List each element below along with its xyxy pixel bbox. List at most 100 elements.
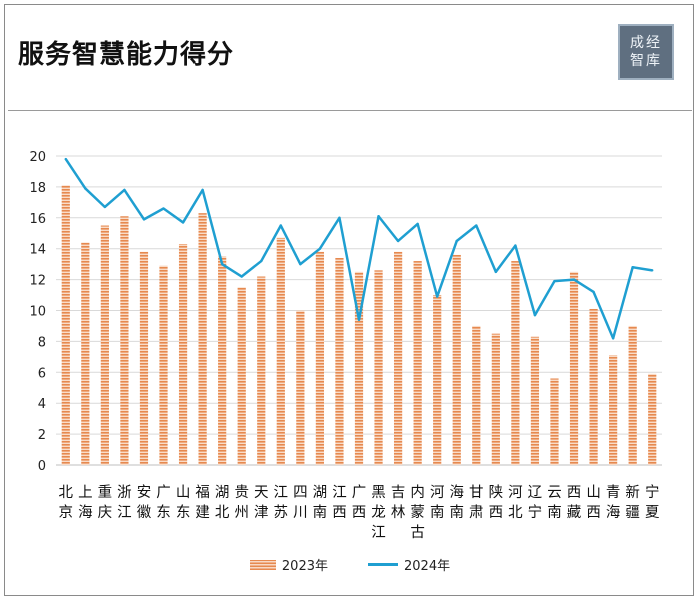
- point-2024: [572, 278, 576, 281]
- point-2024: [475, 224, 478, 227]
- y-tick-label: 12: [29, 274, 46, 289]
- point-2024: [279, 224, 283, 227]
- bar-2023: [100, 225, 109, 465]
- point-2024: [142, 218, 146, 221]
- point-2024: [631, 266, 634, 269]
- y-tick-label: 8: [38, 335, 46, 350]
- x-tick-label: 贵州: [234, 484, 249, 521]
- point-2024: [64, 157, 67, 161]
- bar-2023: [198, 213, 207, 465]
- logo-seal: 成经 智库: [618, 24, 674, 80]
- point-2024: [84, 187, 87, 190]
- bar-2023: [491, 333, 500, 465]
- bar-2023: [218, 256, 227, 465]
- y-tick-label: 0: [38, 459, 46, 474]
- point-2024: [260, 259, 263, 263]
- point-2024: [416, 222, 419, 226]
- x-tick-label: 湖北: [215, 484, 230, 521]
- x-tick-label: 广东: [156, 484, 171, 521]
- x-tick-label: 海南: [449, 484, 464, 521]
- x-tick-label: 广西: [352, 484, 367, 521]
- x-tick-label: 甘肃: [469, 484, 484, 521]
- point-2024: [377, 215, 380, 218]
- bar-2023: [81, 242, 90, 465]
- bar-2023: [257, 276, 266, 465]
- x-tick-label: 天津: [254, 485, 269, 521]
- x-tick-label: 新疆: [625, 484, 640, 521]
- point-2024: [123, 188, 126, 192]
- point-2024: [553, 279, 556, 283]
- y-tick-label: 10: [29, 305, 46, 320]
- point-2024: [455, 239, 458, 243]
- x-tick-label: 河南: [430, 484, 445, 521]
- point-2024: [357, 318, 361, 321]
- x-tick-label: 西藏: [567, 485, 582, 521]
- point-2024: [338, 216, 341, 219]
- bar-2023: [159, 265, 168, 465]
- point-2024: [494, 270, 498, 274]
- x-tick-label: 宁夏: [645, 484, 660, 521]
- title-divider: [8, 110, 692, 111]
- y-tick-label: 2: [38, 428, 46, 443]
- point-2024: [651, 269, 654, 272]
- x-tick-label: 河北: [508, 484, 523, 521]
- x-tick-label: 浙江: [117, 484, 132, 521]
- bar-2023: [120, 216, 129, 465]
- bar-2023: [335, 257, 344, 465]
- bar-2023: [472, 325, 481, 465]
- x-tick-label: 江苏: [274, 484, 289, 521]
- point-2024: [181, 221, 185, 224]
- x-tick-label: 青海: [606, 484, 621, 521]
- x-tick-label: 江西: [332, 484, 347, 521]
- bar-2023: [413, 261, 422, 465]
- chart-title: 服务智慧能力得分: [18, 40, 235, 70]
- y-tick-label: 4: [38, 397, 46, 412]
- bar-2023: [530, 336, 540, 465]
- x-tick-label: 内蒙古: [410, 484, 425, 541]
- point-2024: [201, 188, 204, 192]
- logo-line1: 成经: [630, 35, 662, 51]
- x-tick-label: 重庆: [98, 484, 113, 521]
- x-tick-label: 辽宁: [528, 484, 543, 521]
- x-tick-label: 黑龙江: [371, 485, 386, 541]
- x-tick-label: 四川: [293, 485, 308, 521]
- bar-2023: [374, 270, 383, 465]
- x-tick-label: 山东: [176, 484, 191, 521]
- point-2024: [514, 244, 517, 247]
- legend-swatch-bar: [249, 559, 276, 570]
- y-tick-label: 14: [29, 243, 46, 258]
- x-tick-label: 吉林: [391, 484, 406, 521]
- legend-swatch-line: [368, 563, 398, 566]
- logo-line2: 智库: [630, 53, 662, 69]
- bar-2023: [178, 244, 188, 465]
- bar-2023: [511, 261, 520, 465]
- bar-2023: [628, 325, 637, 465]
- point-2024: [240, 275, 243, 278]
- x-tick-label: 湖南: [313, 484, 328, 521]
- legend-item-2023: 2023年: [249, 555, 328, 574]
- bar-2023: [276, 237, 285, 465]
- x-tick-label: 安徽: [137, 484, 152, 521]
- x-tick-label: 福建: [195, 484, 210, 521]
- bar-2023: [589, 308, 598, 465]
- x-tick-label: 上海: [78, 484, 93, 521]
- bar-2023: [648, 373, 657, 465]
- x-tick-label: 北京: [59, 484, 74, 521]
- x-tick-label: 山西: [586, 484, 601, 521]
- legend-label-2023: 2023年: [281, 559, 328, 574]
- point-2024: [162, 207, 165, 210]
- point-2024: [396, 239, 400, 243]
- point-2024: [611, 337, 615, 340]
- x-tick-label: 陕西: [489, 484, 504, 521]
- legend-label-2024: 2024年: [404, 559, 451, 574]
- point-2024: [103, 205, 107, 209]
- y-tick-label: 20: [29, 150, 46, 165]
- bar-2023: [550, 378, 559, 465]
- bar-2023: [569, 271, 579, 465]
- point-2024: [592, 290, 595, 294]
- point-2024: [533, 313, 537, 317]
- bar-2023: [452, 254, 461, 465]
- bar-2023: [296, 310, 305, 465]
- bar-2023: [139, 251, 149, 465]
